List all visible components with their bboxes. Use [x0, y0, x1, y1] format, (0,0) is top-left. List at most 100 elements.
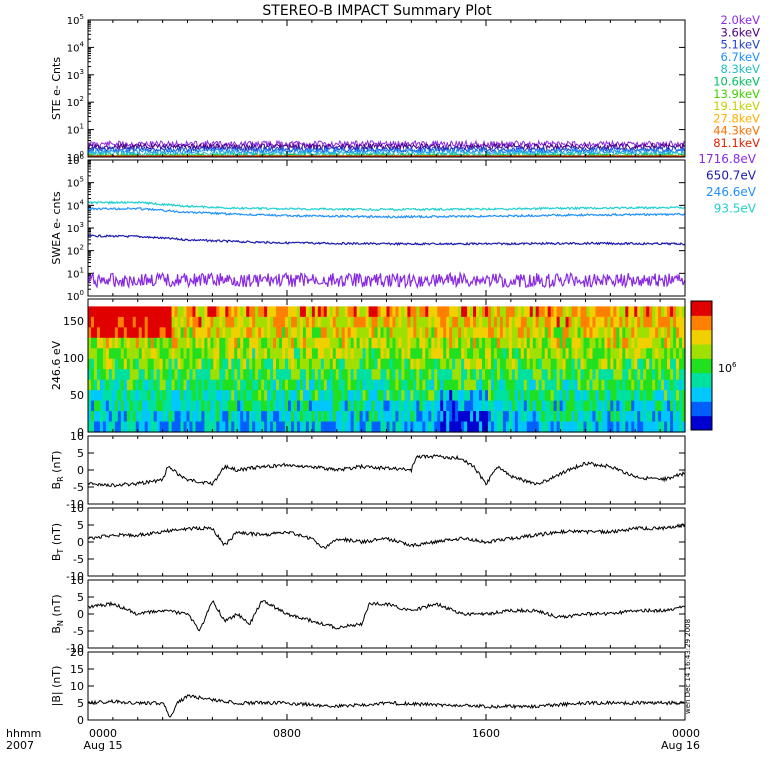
- panel-pad-heat-cell: [485, 327, 489, 339]
- panel-pad-heat-cell: [174, 390, 179, 402]
- panel-pad-heat-cell: [249, 306, 253, 318]
- panel-pad-heat-cell: [383, 421, 388, 433]
- panel-pad-heat-cell: [174, 337, 179, 349]
- panel-pad-heat-cell: [404, 390, 408, 402]
- panel-pad-heat-cell: [234, 337, 238, 349]
- panel-pad-heat-cell: [619, 316, 623, 328]
- panel-pad-heat-cell: [323, 306, 328, 318]
- panel-pad-heat-cell: [93, 421, 98, 433]
- panel-pad-heat-cell: [240, 327, 244, 339]
- panel-pad-heat-cell: [455, 379, 459, 391]
- panel-pad-heat-cell: [473, 337, 477, 349]
- panel-pad-heat-cell: [150, 327, 155, 339]
- panel-pad-heat-cell: [293, 348, 298, 360]
- panel-pad-heat-cell: [661, 369, 665, 381]
- panel-pad-heat-cell: [464, 421, 468, 433]
- panel-pad-heat-cell: [541, 421, 546, 433]
- panel-pad-heat-cell: [165, 421, 170, 433]
- panel-pad-heat-cell: [296, 316, 301, 328]
- panel-pad-heat-cell: [347, 369, 352, 381]
- panel-pad-heat-cell: [135, 369, 140, 381]
- panel-pad-heat-cell: [344, 337, 349, 349]
- panel-pad-heat-cell: [129, 379, 134, 391]
- panel-pad-heat-cell: [314, 327, 319, 339]
- panel-pad-heat-cell: [535, 348, 540, 360]
- panel-pad-heat-cell: [237, 390, 241, 402]
- panel-pad-heat-cell: [565, 390, 570, 402]
- panel-pad-heat-cell: [487, 379, 492, 391]
- panel-pad-heat-cell: [499, 306, 504, 318]
- panel-pad-heat-cell: [293, 411, 298, 423]
- panel-pad-heat-cell: [168, 400, 173, 412]
- panel-pad-heat-cell: [93, 316, 98, 328]
- panel-pad-heat-cell: [293, 379, 298, 391]
- panel-pad-heat-cell: [311, 358, 316, 370]
- panel-pad-heat-cell: [386, 421, 391, 433]
- panel-pad-heat-cell: [258, 400, 262, 412]
- panel-pad-heat-cell: [144, 327, 149, 339]
- panel-pad-heat-cell: [416, 358, 420, 370]
- panel-pad-heat-cell: [320, 327, 325, 339]
- panel-pad-heat-cell: [359, 421, 364, 433]
- panel-pad-heat-cell: [183, 400, 188, 412]
- panel-pad-heat-cell: [383, 348, 388, 360]
- panel-pad-heat-cell: [532, 316, 537, 328]
- panel-pad-heat-cell: [598, 411, 603, 423]
- panel-pad-heat-cell: [667, 358, 671, 370]
- panel-pad-heat-cell: [147, 306, 152, 318]
- panel-pad-heat-cell: [625, 306, 629, 318]
- panel-pad-heat-cell: [547, 421, 552, 433]
- panel-pad-heat-cell: [374, 379, 379, 391]
- panel-pad-heat-cell: [583, 337, 588, 349]
- panel-pad-heat-cell: [162, 379, 167, 391]
- panel-pad-heat-cell: [380, 379, 385, 391]
- panel-pad-heat-cell: [153, 306, 158, 318]
- panel-pad-heat-cell: [168, 316, 173, 328]
- panel-pad-heat-cell: [177, 411, 182, 423]
- panel-pad-heat-cell: [667, 337, 671, 349]
- panel-pad-heat-cell: [144, 379, 149, 391]
- panel-pad-heat-cell: [607, 379, 611, 391]
- panel-pad-heat-cell: [583, 306, 588, 318]
- panel-pad-heat-cell: [323, 421, 328, 433]
- panel-pad-heat-cell: [476, 411, 480, 423]
- panel-pad-heat-cell: [329, 390, 334, 402]
- panel-pad-heat-cell: [192, 337, 197, 349]
- panel-pad-heat-cell: [568, 369, 573, 381]
- panel-pad-heat-cell: [547, 358, 552, 370]
- panel-pad-heat-cell: [646, 400, 650, 412]
- panel-pad-heat-cell: [207, 400, 211, 412]
- panel-pad-heat-cell: [332, 369, 337, 381]
- panel-pad-heat-cell: [234, 327, 238, 339]
- panel-pad-heat-cell: [413, 337, 417, 349]
- panel-pad-heat-cell: [371, 306, 376, 318]
- panel-pad-heat-cell: [565, 327, 570, 339]
- panel-pad-heat-cell: [401, 327, 406, 339]
- panel-pad-heat-cell: [583, 348, 588, 360]
- panel-pad-heat-cell: [108, 316, 113, 328]
- panel-pad-heat-cell: [571, 358, 576, 370]
- panel-pad-heat-cell: [508, 316, 513, 328]
- panel-pad-heat-cell: [443, 358, 447, 370]
- panel-pad-heat-cell: [673, 358, 677, 370]
- panel-pad-heat-cell: [377, 411, 382, 423]
- panel-pad-heat-cell: [431, 411, 435, 423]
- panel-pad-heat-cell: [237, 421, 241, 433]
- panel-pad-heat-cell: [607, 348, 611, 360]
- panel-pad-heat-cell: [141, 348, 146, 360]
- panel-pad-heat-cell: [541, 379, 546, 391]
- panel-pad-heat-cell: [88, 411, 92, 423]
- panel-pad-heat-cell: [168, 306, 173, 318]
- panel-pad-heat-cell: [395, 316, 400, 328]
- panel-pad-heat-cell: [362, 379, 367, 391]
- panel-pad-heat-cell: [276, 379, 280, 391]
- panel-pad-heat-cell: [141, 390, 146, 402]
- panel-pad-heat-cell: [670, 316, 674, 328]
- panel-pad-heat-cell: [311, 348, 316, 360]
- panel-pad-heat-cell: [628, 358, 632, 370]
- panel-pad-heat-cell: [395, 327, 400, 339]
- panel-pad-heat-cell: [583, 316, 588, 328]
- panel-pad-heat-cell: [517, 327, 522, 339]
- panel-pad-heat-cell: [240, 400, 244, 412]
- panel-pad-heat-cell: [305, 348, 310, 360]
